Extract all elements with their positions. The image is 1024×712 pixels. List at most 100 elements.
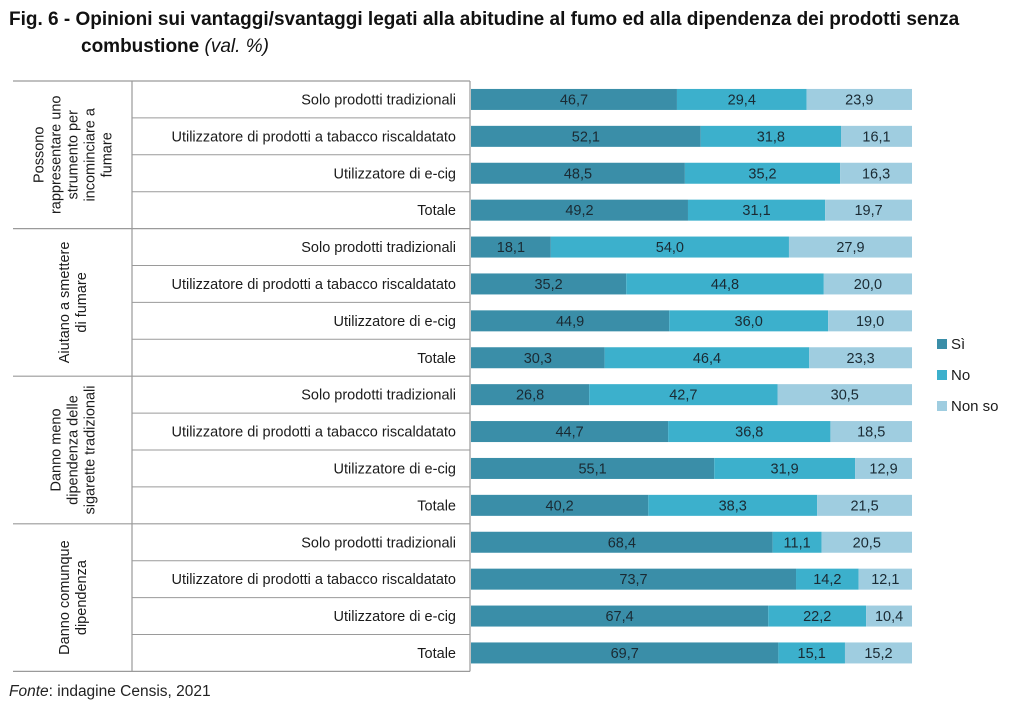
group-label-line: fumare [100,132,116,177]
data-label: 48,5 [564,166,592,182]
group-label-line: Possono [32,127,48,183]
chart-subtitle: (val. %) [204,36,269,57]
group-label-line: rappresentare uno [49,96,65,215]
row-label: Solo prodotti tradizionali [301,535,456,551]
bar-segment-s [471,125,701,147]
data-label: 10,4 [875,609,903,625]
bar-segment-s [471,199,688,221]
legend-swatch [937,401,947,411]
data-label: 44,7 [555,425,583,441]
row-label: Totale [417,351,456,367]
group-label-line: Danno meno [49,408,65,491]
row-label: Utilizzatore di prodotti a tabacco risca… [171,425,456,441]
chart-title-line2: combustione (val. %) [9,33,1019,60]
bar-segment-s [471,88,677,110]
data-label: 31,1 [742,203,770,219]
bar-segment-non-so [855,457,912,479]
bar-segment-s [471,236,551,258]
group-label-line: Aiutano a smettere [57,242,73,364]
bar-segment-s [471,162,685,184]
bar-segment-no [669,310,829,332]
bar-segment-no [778,642,845,664]
data-label: 68,4 [608,535,636,551]
row-label: Utilizzatore di e-cig [334,314,457,330]
bar-segment-s [471,568,797,590]
bar-segment-non-so [866,605,912,627]
bar-segment-s [471,494,649,516]
bar-segment-no [676,88,807,110]
row-label: Solo prodotti tradizionali [301,388,456,404]
row-label: Utilizzatore di e-cig [334,461,457,477]
data-label: 54,0 [656,240,684,256]
data-label: 18,5 [857,425,885,441]
data-label: 67,4 [605,609,633,625]
bar-segment-s [471,421,669,443]
data-label: 35,2 [534,277,562,293]
data-label: 55,1 [578,461,606,477]
legend-label: Sì [951,336,965,353]
legend-label: Non so [951,398,999,415]
data-label: 22,2 [803,609,831,625]
bar-segment-non-so [809,347,912,369]
data-label: 30,3 [524,351,552,367]
legend-swatch [937,339,947,349]
bar-segment-non-so [844,642,912,664]
bar-segment-s [471,273,627,295]
bar-segment-no [772,531,822,553]
data-label: 52,1 [572,129,600,145]
group-label: Aiutano a smetteredi fumare [57,242,90,364]
bar-segment-non-so [840,162,912,184]
data-label: 31,9 [771,461,799,477]
data-label: 73,7 [619,572,647,588]
source-text: : indagine Censis, 2021 [48,683,211,700]
group-label-line: dipendenza [74,559,90,635]
data-label: 30,5 [831,388,859,404]
row-label: Utilizzatore di e-cig [334,609,457,625]
bar-segment-non-so [788,236,912,258]
data-label: 11,1 [784,535,811,551]
data-label: 12,9 [869,461,897,477]
bar-segment-non-so [806,88,912,110]
data-label: 23,9 [845,92,873,108]
bar-segment-s [471,605,769,627]
bar-segment-non-so [858,568,912,590]
data-label: 26,8 [516,388,544,404]
data-label: 21,5 [850,498,878,514]
bar-segment-no [668,421,831,443]
data-label: 27,9 [836,240,864,256]
bar-segment-no [604,347,810,369]
bar-segment-no [768,605,867,627]
data-label: 44,8 [711,277,739,293]
chart-title-main-line2: combustione [81,36,200,57]
bar-segment-s [471,310,670,332]
row-label: Solo prodotti tradizionali [301,92,456,108]
data-label: 31,8 [757,129,785,145]
bar-segment-non-so [821,531,912,553]
group-label: Possonorappresentare unostrumento perinc… [32,96,116,215]
row-label: Solo prodotti tradizionali [301,240,456,256]
data-label: 42,7 [669,388,697,404]
bar-segment-no [796,568,859,590]
data-label: 19,0 [856,314,884,330]
bar-segment-no [550,236,789,258]
row-label: Totale [417,498,456,514]
source-label: Fonte [9,683,49,700]
row-label: Utilizzatore di e-cig [334,166,457,182]
data-label: 44,9 [556,314,584,330]
row-label: Utilizzatore di prodotti a tabacco risca… [171,129,456,145]
data-label: 23,3 [847,351,875,367]
group-label: Danno menodipendenza dellesigarette trad… [49,386,99,515]
bar-segment-no [626,273,824,295]
bar-segment-non-so [817,494,912,516]
legend-swatch [937,370,947,380]
legend-label: No [951,367,970,384]
data-label: 36,8 [735,425,763,441]
group-label: Danno comunquedipendenza [57,540,90,654]
bar-segment-no [687,199,826,221]
chart-title-main: Fig. 6 - Opinioni sui vantaggi/svantaggi… [9,9,960,30]
bar-segment-s [471,642,779,664]
data-label: 20,0 [854,277,882,293]
group-label-line: dipendenza delle [66,395,82,505]
data-label: 29,4 [728,92,756,108]
